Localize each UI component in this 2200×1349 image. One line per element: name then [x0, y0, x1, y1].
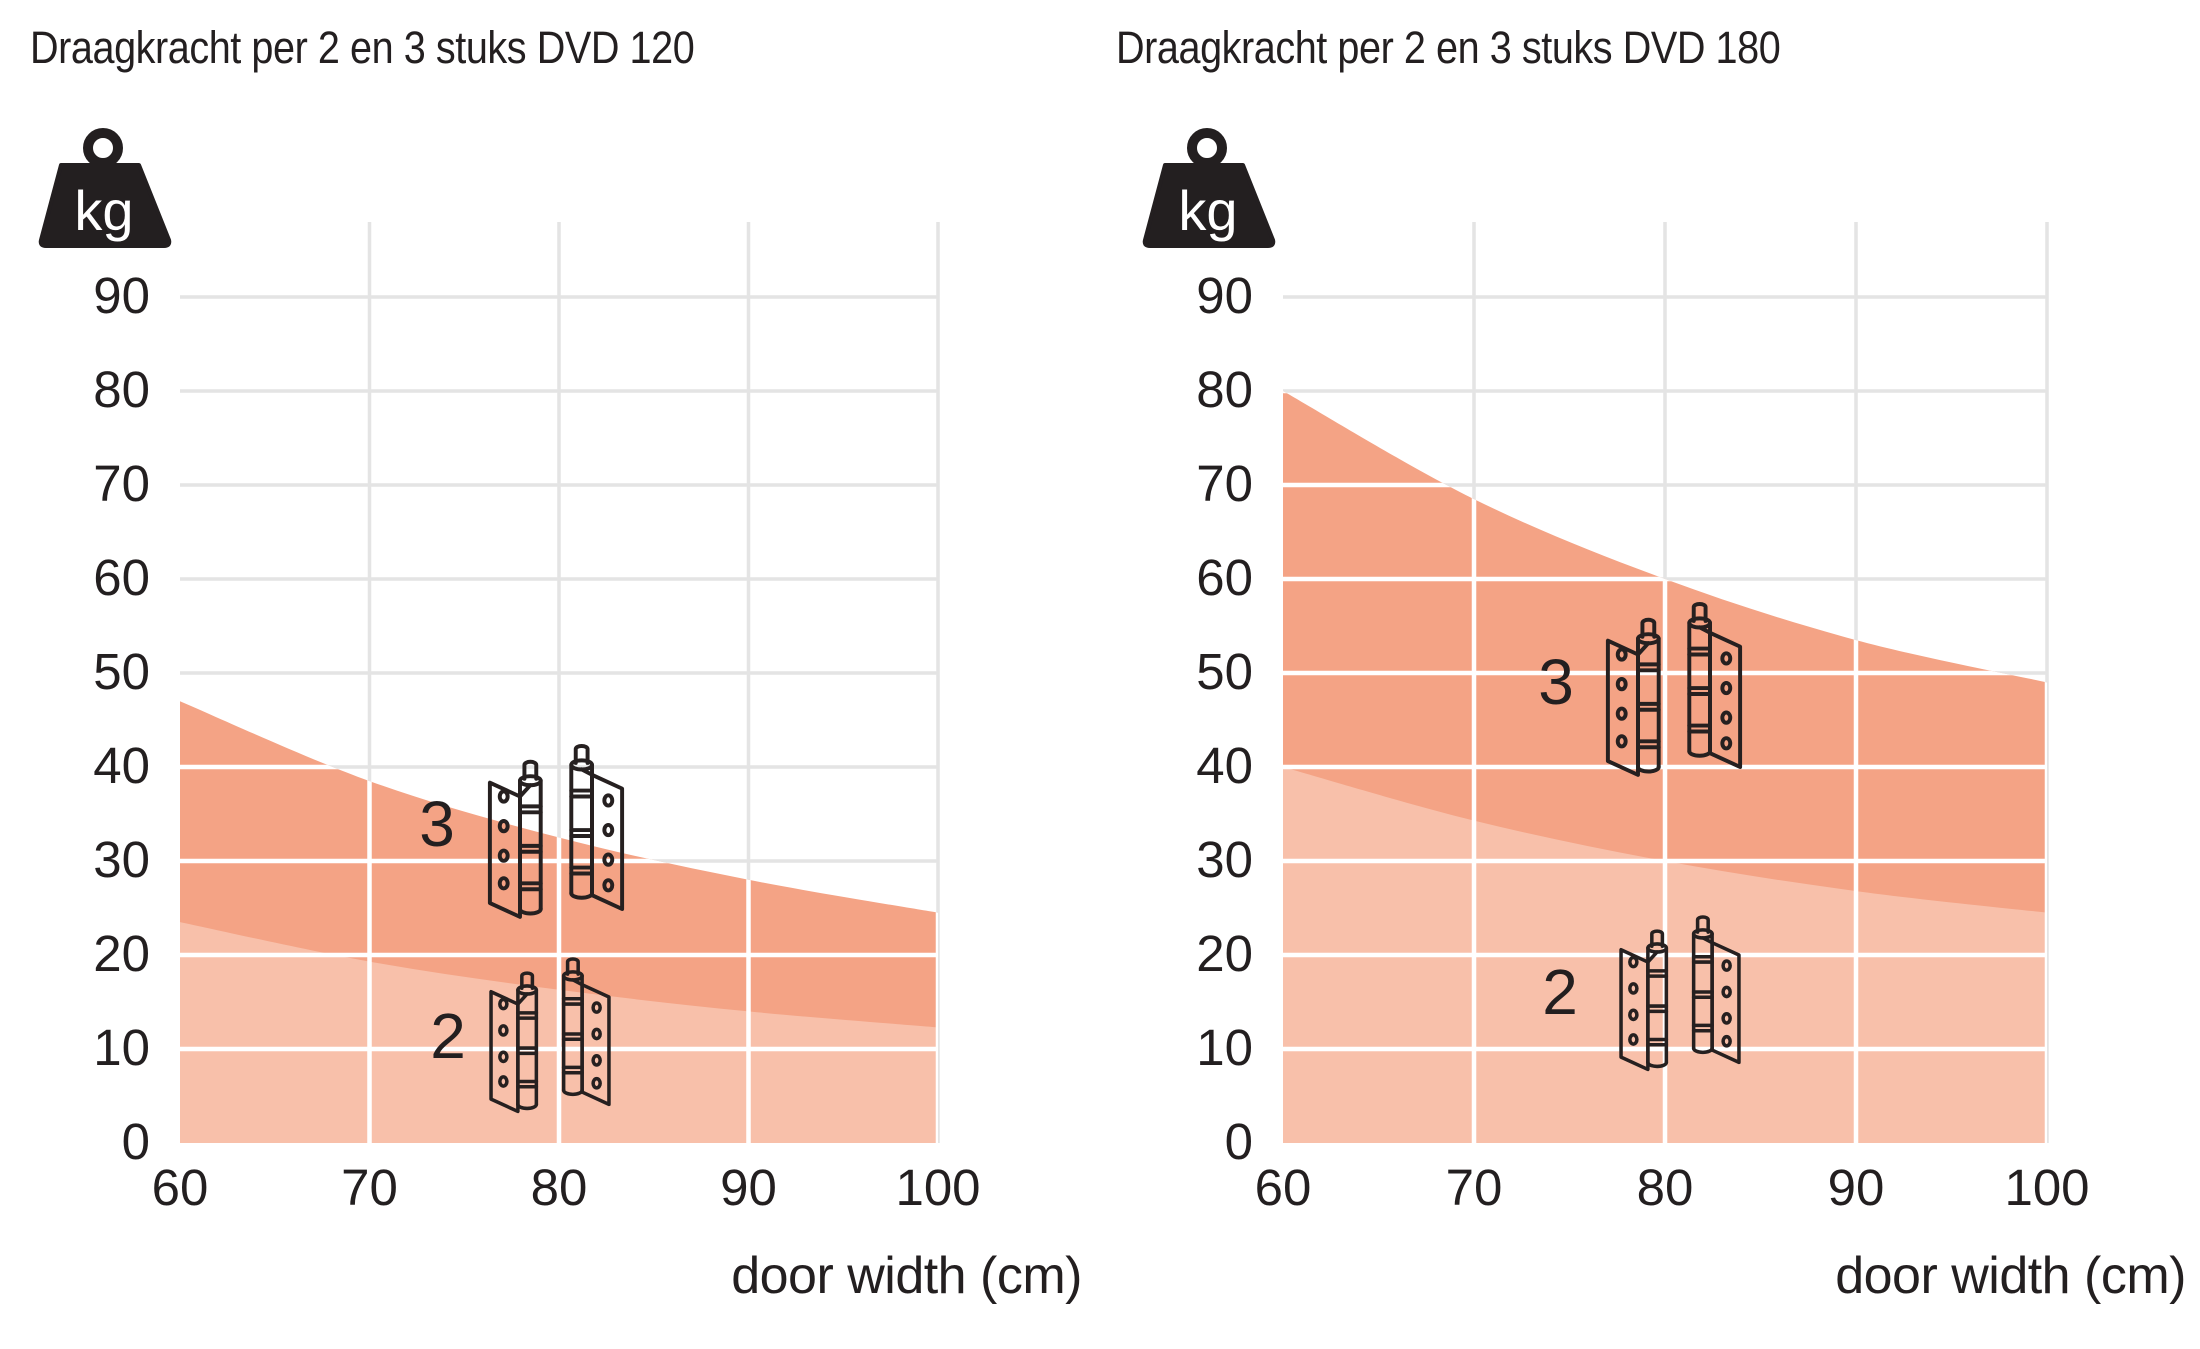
- chart-title-dvd180: Draagkracht per 2 en 3 stuks DVD 180: [1116, 22, 1781, 73]
- series-label-2-hinges-dvd120: 2: [430, 1000, 466, 1072]
- y-tick-label-80: 80: [1196, 361, 1253, 418]
- chart-title-dvd120: Draagkracht per 2 en 3 stuks DVD 120: [30, 22, 695, 73]
- series-label-2-hinges-dvd180: 2: [1542, 956, 1578, 1028]
- kg-weight-icon: kg: [1142, 128, 1276, 248]
- x-tick-label-100: 100: [895, 1159, 981, 1216]
- y-tick-label-0: 0: [121, 1113, 150, 1170]
- y-tick-label-0: 0: [1224, 1113, 1253, 1170]
- x-tick-label-70: 70: [1445, 1159, 1503, 1216]
- gridlines-inside-area: [180, 701, 938, 1143]
- y-tick-label-90: 90: [1196, 267, 1253, 324]
- x-tick-label-60: 60: [151, 1159, 209, 1216]
- kg-unit-label: kg: [1178, 179, 1237, 242]
- y-tick-label-10: 10: [1196, 1019, 1253, 1076]
- y-tick-label-70: 70: [93, 455, 150, 512]
- y-tick-label-50: 50: [1196, 643, 1253, 700]
- x-tick-label-90: 90: [1827, 1159, 1885, 1216]
- y-tick-label-30: 30: [1196, 831, 1253, 888]
- kg-unit-label: kg: [74, 179, 133, 242]
- x-axis-label-dvd120: door width (cm): [731, 1247, 1082, 1305]
- y-tick-label-40: 40: [93, 737, 150, 794]
- x-axis-label-dvd180: door width (cm): [1835, 1247, 2186, 1305]
- x-tick-label-80: 80: [530, 1159, 588, 1216]
- kg-weight-icon: kg: [38, 128, 172, 248]
- series-label-3-hinges-dvd180: 3: [1538, 646, 1574, 718]
- hinge-pair-icon: [484, 950, 616, 1125]
- y-tick-label-90: 90: [93, 267, 150, 324]
- y-tick-label-10: 10: [93, 1019, 150, 1076]
- chart-plot-0: [180, 222, 940, 1143]
- y-tick-label-70: 70: [1196, 455, 1253, 512]
- x-tick-label-60: 60: [1254, 1159, 1312, 1216]
- y-tick-label-20: 20: [93, 925, 150, 982]
- x-tick-label-90: 90: [720, 1159, 777, 1216]
- x-tick-label-70: 70: [341, 1159, 398, 1216]
- y-tick-label-30: 30: [93, 831, 150, 888]
- y-tick-label-60: 60: [1196, 549, 1253, 606]
- y-tick-label-20: 20: [1196, 925, 1253, 982]
- y-tick-label-40: 40: [1196, 737, 1253, 794]
- y-tick-label-80: 80: [93, 361, 150, 418]
- hinge-pair-icon: [1600, 594, 1748, 790]
- y-tick-label-60: 60: [93, 549, 150, 606]
- x-tick-label-80: 80: [1636, 1159, 1694, 1216]
- hinge-pair-icon: [482, 736, 630, 932]
- hinge-pair-icon: [1614, 908, 1746, 1083]
- x-tick-label-100: 100: [2004, 1159, 2090, 1216]
- y-tick-label-50: 50: [93, 643, 150, 700]
- series-label-3-hinges-dvd120: 3: [419, 788, 455, 860]
